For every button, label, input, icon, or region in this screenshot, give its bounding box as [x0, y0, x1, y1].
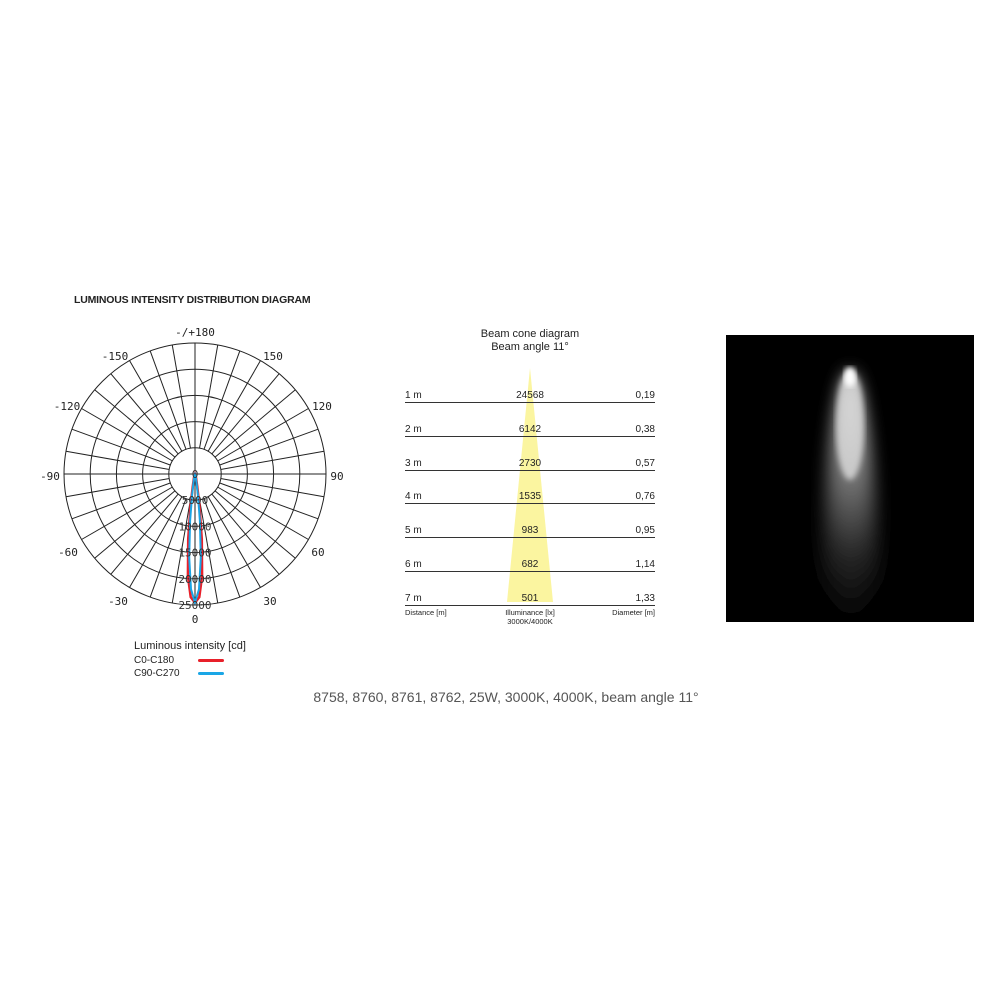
polar-spoke — [203, 350, 241, 450]
angle-label: 30 — [263, 595, 276, 608]
foot-distance: Distance [m] — [405, 608, 447, 617]
ring-label: 10000 — [178, 520, 211, 533]
row-distance: 5 m — [405, 525, 422, 537]
polar-spoke — [171, 344, 191, 449]
polar-spoke — [214, 490, 296, 559]
angle-label: 60 — [311, 546, 324, 559]
row-diameter: 0,19 — [635, 390, 655, 401]
row-illuminance: 501 — [521, 592, 539, 604]
polar-spoke — [71, 482, 171, 520]
polar-spoke — [110, 373, 179, 455]
legend-title: Luminous intensity [cd] — [134, 640, 246, 652]
polar-spoke — [203, 498, 241, 598]
polar-spoke — [207, 496, 261, 588]
legend-label: C90-C270 — [134, 668, 180, 679]
angle-label: 150 — [263, 350, 283, 363]
row-distance: 2 m — [405, 423, 422, 435]
legend-item-c90: C90-C270 — [134, 667, 246, 680]
polar-spoke — [207, 360, 261, 452]
beam-row: 1 m 24568 0,19 — [405, 388, 655, 403]
polar-spoke — [217, 486, 309, 540]
polar-spoke — [129, 496, 183, 588]
row-diameter: 0,95 — [635, 525, 655, 537]
row-distance: 3 m — [405, 457, 422, 469]
beam-title-main: Beam cone diagram — [480, 328, 580, 340]
row-distance: 7 m — [405, 592, 422, 604]
row-distance: 6 m — [405, 559, 422, 570]
ldt-title: LUMINOUS INTENSITY DISTRIBUTION DIAGRAM — [74, 294, 311, 306]
row-illuminance: 682 — [521, 559, 539, 570]
polar-diagram: -/+180 -150 150 -120 120 -90 90 -60 60 -30 30 0 0 500… — [40, 326, 344, 626]
angle-label: 120 — [312, 400, 332, 413]
product-caption: 8758, 8760, 8761, 8762, 25W, 3000K, 4000… — [313, 689, 699, 705]
polar-spoke — [149, 350, 187, 450]
foot-diameter: Diameter [m] — [612, 608, 655, 617]
beam-title: Beam cone diagram Beam angle 11° — [430, 328, 630, 354]
polar-spoke — [110, 493, 179, 575]
row-diameter: 0,57 — [635, 457, 655, 469]
ring-label: 20000 — [178, 573, 211, 586]
beam-angle: Beam angle 11° — [491, 341, 569, 353]
polar-spoke — [171, 499, 191, 604]
polar-spoke — [199, 344, 219, 449]
row-illuminance: 1535 — [518, 491, 542, 503]
beam-row: 4 m 1535 0,76 — [405, 489, 655, 505]
polar-spoke — [71, 428, 171, 466]
beam-row: 2 m 6142 0,38 — [405, 422, 655, 437]
polar-spoke — [220, 450, 325, 470]
angle-label: -150 — [102, 350, 129, 363]
polar-spoke — [94, 389, 176, 458]
curve-c90-c270 — [188, 471, 202, 607]
polar-spoke — [81, 408, 173, 462]
polar-spoke — [81, 486, 173, 540]
beam-photo — [726, 335, 974, 622]
legend-swatch — [198, 672, 224, 675]
angle-label: 90 — [330, 470, 343, 483]
beam-row: 3 m 2730 0,57 — [405, 456, 655, 471]
polar-spoke — [217, 408, 309, 462]
legend-item-c0: C0-C180 — [134, 654, 246, 667]
beam-row: 6 m 682 1,14 — [405, 557, 655, 572]
row-diameter: 1,14 — [635, 559, 655, 570]
polar-spoke — [65, 478, 170, 498]
row-illuminance: 24568 — [516, 390, 544, 401]
polar-spoke — [65, 450, 170, 470]
polar-spoke — [214, 389, 296, 458]
polar-spoke — [94, 490, 176, 559]
beam-row: 5 m 983 0,95 — [405, 523, 655, 539]
angle-label: -60 — [58, 546, 78, 559]
foot-illuminance: Illuminance [lx] 3000K/4000K — [505, 608, 555, 626]
row-illuminance: 983 — [521, 525, 539, 537]
ring-label: 5000 — [182, 494, 209, 507]
polar-spoke — [211, 373, 280, 455]
polar-spoke — [219, 482, 319, 520]
row-diameter: 0,38 — [635, 423, 655, 435]
legend-swatch — [198, 659, 224, 662]
polar-spoke — [129, 360, 183, 452]
polar-spoke — [219, 428, 319, 466]
row-distance: 1 m — [405, 390, 422, 401]
angle-label: -120 — [54, 400, 81, 413]
polar-spoke — [211, 493, 280, 575]
beam-cone — [507, 368, 553, 602]
polar-spoke — [199, 499, 219, 604]
row-distance: 4 m — [405, 491, 422, 503]
angle-label: -/+180 — [175, 326, 215, 339]
ring-label: 25000 — [178, 599, 211, 612]
angle-label: -30 — [108, 595, 128, 608]
ring-label: 15000 — [178, 547, 211, 560]
polar-spoke — [220, 478, 325, 498]
polar-spoke — [149, 498, 187, 598]
angle-label: -90 — [40, 470, 60, 483]
angle-label: 0 — [192, 613, 199, 626]
beam-row: 7 m 501 1,33 — [405, 591, 655, 606]
row-illuminance: 6142 — [518, 423, 542, 435]
row-diameter: 1,33 — [635, 592, 655, 604]
row-illuminance: 2730 — [518, 457, 542, 469]
polar-legend: Luminous intensity [cd] C0-C180 C90-C270 — [134, 640, 246, 680]
ring-label: 0 — [192, 468, 199, 481]
row-diameter: 0,76 — [635, 491, 655, 503]
legend-label: C0-C180 — [134, 655, 175, 666]
